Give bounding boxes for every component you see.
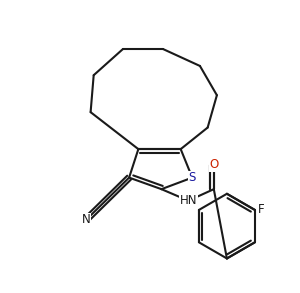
Text: F: F (258, 203, 264, 217)
Text: HN: HN (180, 194, 197, 207)
Text: N: N (82, 214, 90, 226)
Text: O: O (209, 158, 218, 171)
Text: S: S (189, 171, 196, 184)
